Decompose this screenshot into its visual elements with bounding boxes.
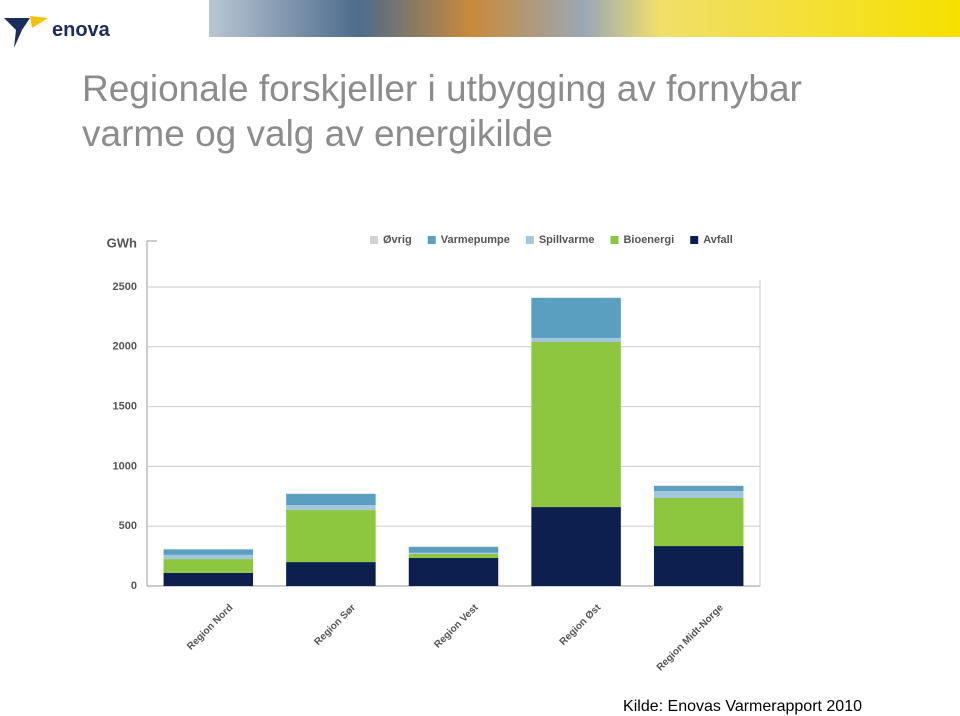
bar-segment	[531, 337, 621, 343]
bar-segment	[408, 552, 499, 554]
y-tick-label: 2500	[113, 281, 137, 293]
bar-segment	[653, 491, 744, 498]
bar-segment	[286, 562, 376, 586]
y-tick-label: 500	[119, 520, 137, 532]
title-line: Regionale forskjeller i utbygging av for…	[82, 68, 802, 109]
legend-label: Avfall	[703, 234, 733, 246]
x-tick-label: Region Øst	[558, 602, 604, 648]
bar-segment	[286, 510, 376, 563]
bar-segment	[163, 559, 254, 573]
bar-segment	[531, 342, 621, 508]
bar-segment	[408, 546, 499, 548]
logo-mark	[4, 18, 30, 48]
source: Kilde: Enovas Varmerapport 2010	[623, 698, 862, 715]
legend-swatch	[370, 236, 378, 244]
x-tick-label: Region Vest	[432, 602, 481, 651]
bar-segment	[286, 494, 376, 506]
bar-segment	[408, 547, 499, 553]
bar-segment	[163, 548, 254, 550]
header-strip	[209, 0, 960, 37]
x-tick-label: Region Nord	[185, 602, 235, 652]
y-tick-label: 0	[131, 580, 137, 592]
x-tick-label: Region Sør	[313, 602, 359, 648]
legend-label: Spillvarme	[539, 234, 595, 246]
y-tick-label: 2000	[113, 341, 137, 353]
legend-swatch	[427, 236, 436, 244]
bar-segment	[408, 558, 499, 586]
logo-mark-accent	[30, 16, 48, 28]
y-tick-label: 1000	[113, 460, 137, 472]
logo: enova	[52, 19, 111, 41]
bar-segment	[163, 549, 254, 555]
legend-label: Øvrig	[383, 234, 412, 246]
y-tick-label: 1500	[113, 401, 137, 413]
title-line: varme og valg av energikilde	[82, 113, 553, 154]
bar-segment	[653, 497, 744, 547]
legend-swatch	[525, 236, 534, 244]
bar-segment	[286, 493, 376, 495]
y-axis-label: GWh	[107, 235, 137, 250]
bar-segment	[531, 297, 621, 299]
legend-label: Bioenergi	[623, 234, 674, 246]
bar-segment	[653, 485, 744, 487]
bar-segment	[531, 507, 621, 586]
bar-segment	[163, 554, 254, 560]
legend-swatch	[610, 236, 619, 244]
legend-label: Varmepumpe	[441, 234, 510, 246]
bar-segment	[286, 505, 376, 511]
legend-swatch	[690, 236, 699, 244]
bar-segment	[653, 486, 744, 492]
x-tick-label: Region Midt-Norge	[655, 602, 726, 673]
bar-segment	[163, 572, 254, 586]
bar-segment	[531, 298, 621, 338]
bar-segment	[408, 553, 499, 559]
bar-segment	[653, 546, 744, 586]
